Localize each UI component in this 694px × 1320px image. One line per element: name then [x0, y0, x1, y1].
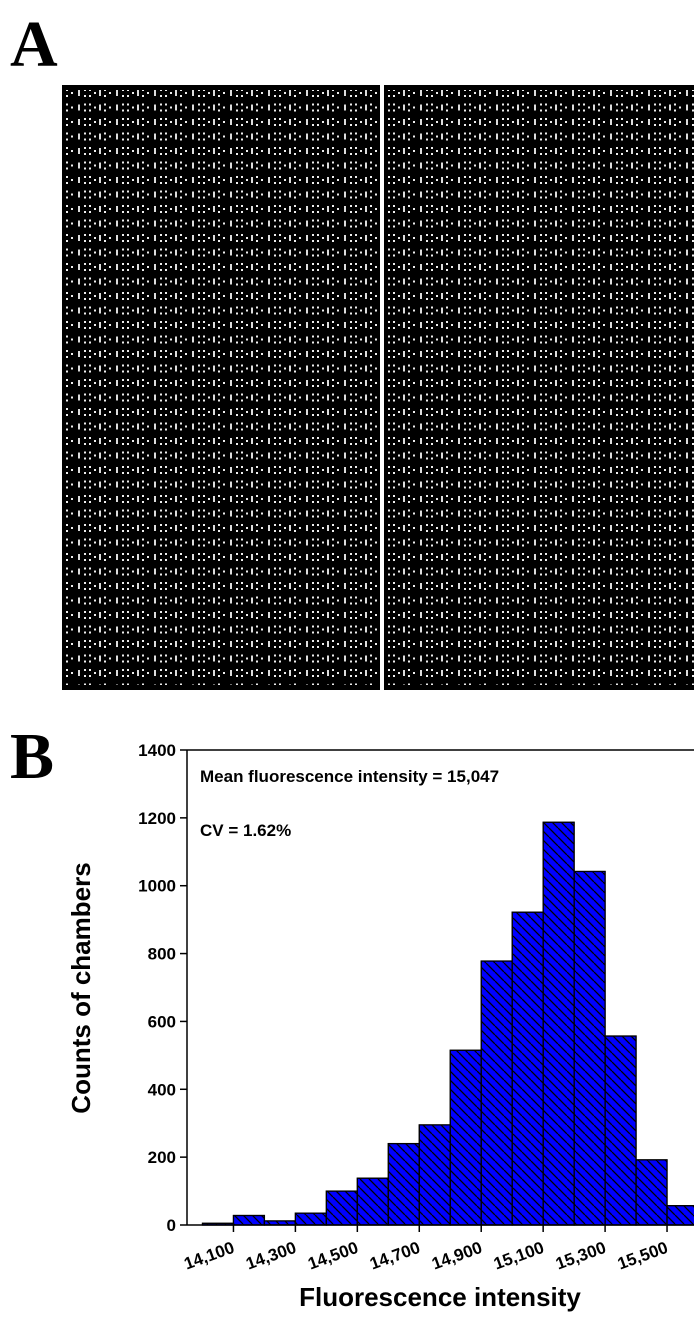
y-tick-label: 1400: [138, 741, 176, 760]
y-axis-title: Counts of chambers: [66, 862, 96, 1113]
bar-hatch: [666, 1205, 694, 1226]
y-tick-label: 0: [167, 1216, 176, 1235]
y-tick-label: 600: [148, 1012, 176, 1031]
annotation: CV = 1.62%: [200, 821, 291, 840]
panel-label: A: [10, 8, 58, 81]
bar-hatch: [387, 1142, 420, 1226]
bar-hatch: [449, 1049, 482, 1226]
annotation: Mean fluorescence intensity = 15,047: [200, 767, 499, 786]
bar-hatch: [511, 911, 544, 1226]
bar-hatch: [480, 960, 513, 1226]
micrograph-left: [66, 90, 378, 685]
x-tick-label: 14,700: [367, 1238, 422, 1274]
x-tick-label: 14,900: [429, 1238, 484, 1274]
bar-hatch: [325, 1190, 358, 1226]
bar-hatch: [542, 821, 575, 1226]
x-tick-label: 15,500: [615, 1238, 670, 1274]
y-tick-label: 200: [148, 1148, 176, 1167]
x-tick-label: 15,100: [491, 1238, 546, 1274]
bar-hatch: [635, 1159, 668, 1226]
panel-label: B: [10, 720, 54, 793]
bar-hatch: [232, 1214, 266, 1226]
x-tick-label: 14,100: [181, 1238, 236, 1274]
bar-hatch: [604, 1035, 637, 1226]
micrograph-right: [386, 90, 694, 685]
bar-hatch: [418, 1124, 451, 1226]
bar-hatch: [573, 870, 606, 1226]
x-tick-label: 14,300: [243, 1238, 298, 1274]
y-tick-label: 1000: [138, 877, 176, 896]
bar-hatch: [356, 1177, 389, 1226]
x-tick-label: 14,500: [305, 1238, 360, 1274]
y-tick-label: 400: [148, 1080, 176, 1099]
x-tick-label: 15,300: [553, 1238, 608, 1274]
y-tick-label: 1200: [138, 809, 176, 828]
divider: [380, 85, 384, 690]
bar-hatch: [294, 1212, 327, 1226]
y-tick-label: 800: [148, 945, 176, 964]
x-axis-title: Fluorescence intensity: [299, 1282, 581, 1312]
